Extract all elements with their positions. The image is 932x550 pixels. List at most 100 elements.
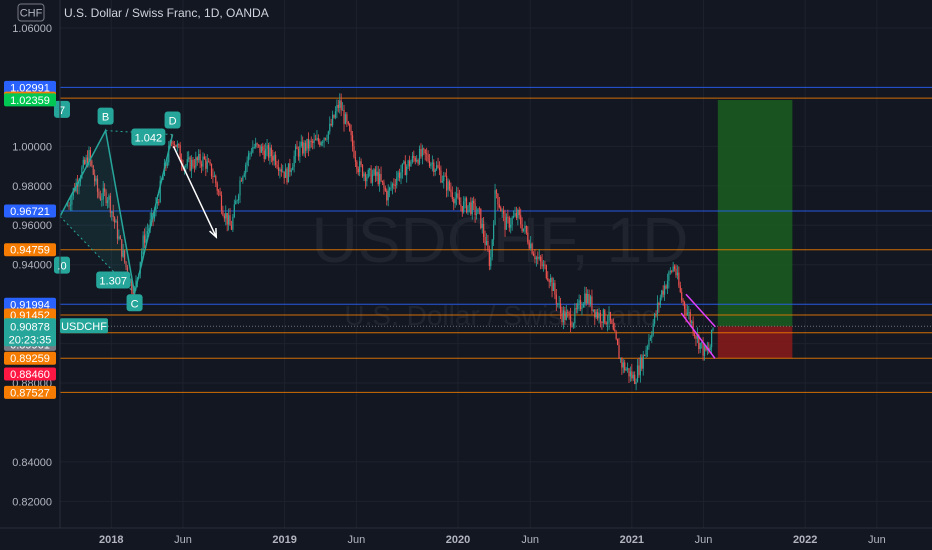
candle-body <box>541 261 543 267</box>
candle-body <box>333 114 335 118</box>
candle-body <box>451 192 453 200</box>
candle-body <box>601 321 603 323</box>
candle-body <box>444 175 446 177</box>
candle-body <box>494 190 496 225</box>
candle-body <box>443 175 445 181</box>
candle-body <box>699 342 701 349</box>
candle-body <box>91 160 93 166</box>
channel-line[interactable] <box>685 293 716 328</box>
candle-body <box>554 282 556 295</box>
candle-body <box>599 312 602 322</box>
candle-body <box>384 187 386 191</box>
candle-body <box>582 304 584 308</box>
candle-body <box>688 312 690 313</box>
candle-body <box>216 183 218 191</box>
pattern-xab-fill <box>60 130 135 294</box>
candle-body <box>334 111 337 118</box>
candle-body <box>323 138 325 143</box>
target-zone[interactable] <box>717 99 793 327</box>
candle-body <box>277 167 280 171</box>
y-tick-label: 0.98000 <box>12 181 52 193</box>
candle-body <box>391 183 394 188</box>
stop-zone[interactable] <box>717 326 793 359</box>
candle-body <box>461 206 463 213</box>
position-tool[interactable] <box>717 99 793 359</box>
candle-body <box>418 148 421 164</box>
candle-body <box>428 160 431 167</box>
x-axis[interactable]: 2018 Jun 2019 Jun 2020 Jun 2021 Jun 2022 Jun <box>99 534 886 546</box>
candle-body <box>550 278 552 283</box>
candle-body <box>370 168 372 183</box>
candle-body <box>691 321 693 323</box>
candle-body <box>185 165 187 168</box>
x-tick-label: Jun <box>174 534 192 546</box>
candle-body <box>82 159 84 168</box>
candle-body <box>430 163 432 167</box>
pattern-legs[interactable] <box>59 128 174 294</box>
candle-body <box>522 228 525 232</box>
candle-body <box>483 223 485 238</box>
candle-body <box>218 190 220 192</box>
pattern-ratio-badge[interactable] <box>131 128 166 146</box>
pattern-ratio-badge[interactable] <box>96 271 131 289</box>
candle-body <box>632 374 634 379</box>
down-arrow[interactable] <box>172 146 217 238</box>
candle-body <box>478 208 480 210</box>
candle-body <box>711 329 713 348</box>
candle-body <box>153 212 156 219</box>
candle-body <box>176 144 178 148</box>
candle-body <box>401 163 404 173</box>
drawings[interactable]: B C D 1.042 1.307 7 .0 <box>54 100 716 359</box>
candle-body <box>615 331 617 339</box>
pattern-point-badge[interactable] <box>164 111 181 129</box>
candle-body <box>671 270 673 272</box>
candle-body <box>343 109 345 124</box>
channel-line[interactable] <box>680 312 716 359</box>
candle-body <box>618 345 620 359</box>
candle-body <box>547 278 549 281</box>
candle-body <box>88 150 90 166</box>
candle-body <box>455 193 458 199</box>
candle-body <box>272 156 274 161</box>
candle-body <box>416 160 418 162</box>
candle-body <box>326 139 328 141</box>
candle-body <box>404 161 406 176</box>
candle-body <box>448 181 451 190</box>
candle-body <box>581 307 583 310</box>
candle-body <box>427 154 429 161</box>
candle-body <box>578 300 580 304</box>
candle-body <box>313 139 315 143</box>
candle-body <box>703 345 706 356</box>
candle-body <box>316 137 318 140</box>
candle-body <box>545 265 547 279</box>
candle-body <box>537 257 539 259</box>
x-tick-label: Jun <box>347 534 365 546</box>
candle-body <box>624 362 626 371</box>
candle-body <box>276 164 278 168</box>
candle-body <box>607 322 609 324</box>
candle-body <box>367 170 369 178</box>
candle-body <box>571 326 573 328</box>
pattern-point-badge[interactable] <box>97 107 114 125</box>
candle-body <box>327 131 329 140</box>
candle-body <box>514 213 516 216</box>
horizontal-levels[interactable] <box>60 86 932 393</box>
candle-body <box>247 153 250 161</box>
candle-body <box>437 165 439 168</box>
candle-body <box>559 303 562 313</box>
pattern-point-badge[interactable] <box>126 294 143 312</box>
candle-body <box>232 216 234 230</box>
candle-body <box>463 201 465 213</box>
currency-badge[interactable] <box>17 3 45 22</box>
candle-body <box>68 205 70 207</box>
candle-body <box>357 168 359 173</box>
candle-body <box>558 303 560 305</box>
candle-body <box>471 200 473 215</box>
candle-body <box>235 200 237 205</box>
candle-body <box>421 148 423 157</box>
candle-body <box>226 212 228 225</box>
candle-body <box>119 236 121 240</box>
candle-body <box>233 204 235 217</box>
candle-body <box>85 157 87 164</box>
